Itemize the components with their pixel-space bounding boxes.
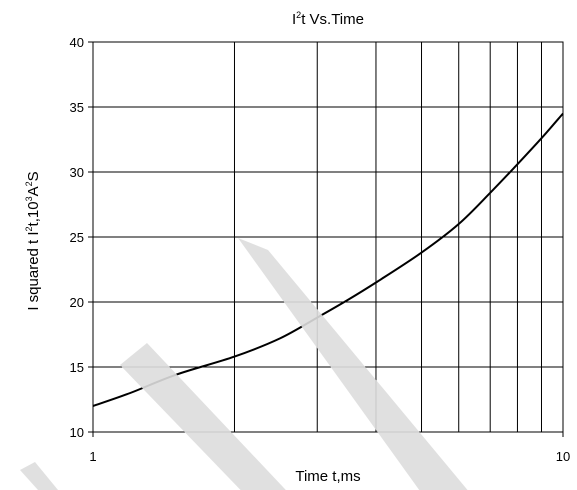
chart-title: I2t Vs.Time [292, 10, 364, 28]
x-axis-label: Time t,ms [295, 468, 360, 485]
y-tick-label: 15 [70, 360, 84, 375]
y-tick-label: 20 [70, 295, 84, 310]
y-tick-label: 10 [70, 425, 84, 440]
grid-lines [88, 41, 564, 437]
y-tick-label: 40 [70, 35, 84, 50]
series-line [92, 112, 564, 407]
watermark-band [238, 238, 468, 490]
plot-frame [92, 41, 564, 433]
watermark-band [20, 462, 58, 490]
y-tick-label: 30 [70, 165, 84, 180]
watermark-band [120, 343, 286, 490]
series-layer [92, 112, 564, 407]
watermark [20, 238, 468, 490]
y-tick-label: 35 [70, 100, 84, 115]
x-tick-label: 10 [556, 449, 570, 464]
tick-labels: 10 15 20 25 30 35 40 1 10 [70, 35, 571, 464]
y-tick-label: 25 [70, 230, 84, 245]
y-axis-label: I squared t I2t,103A2S [24, 171, 42, 310]
x-tick-label: 1 [89, 449, 96, 464]
